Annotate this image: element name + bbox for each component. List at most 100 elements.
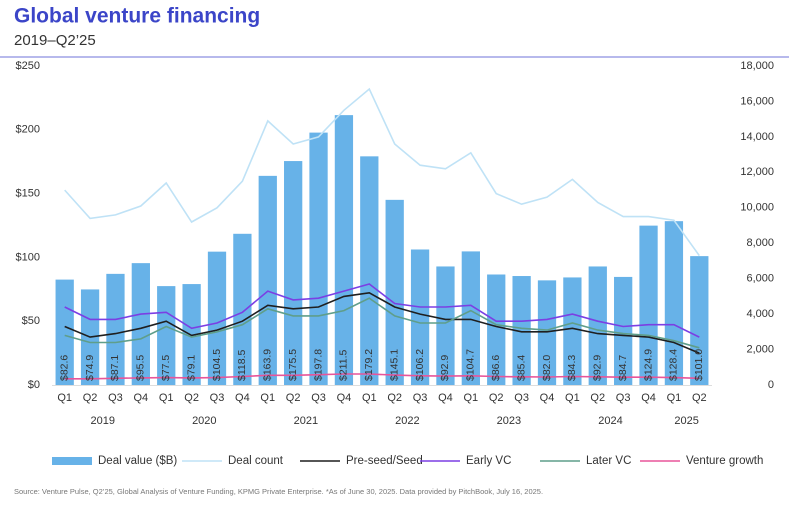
legend-label: Later VC xyxy=(586,455,631,467)
x-tick-label: Q2 xyxy=(489,392,504,404)
year-label: 2019 xyxy=(91,415,115,427)
bar-value-label: $175.5 xyxy=(287,349,299,381)
x-tick-label: Q4 xyxy=(134,392,149,404)
y-tick-label: $200 xyxy=(16,124,40,136)
bar xyxy=(690,256,709,385)
bar-value-label: $74.9 xyxy=(84,355,96,381)
x-tick-label: Q3 xyxy=(616,392,631,404)
bar-value-label: $163.9 xyxy=(262,349,274,381)
x-tick-label: Q2 xyxy=(590,392,605,404)
bar xyxy=(487,274,506,385)
bar xyxy=(207,251,227,385)
x-tick-label: Q2 xyxy=(387,392,402,404)
bar-value-label: $118.5 xyxy=(236,350,248,381)
x-tick-label: Q1 xyxy=(260,392,275,404)
bar xyxy=(284,161,303,385)
chart-title: Global venture financing xyxy=(14,5,260,28)
bar-value-label: $104.5 xyxy=(211,349,223,381)
y-tick-label: $250 xyxy=(16,60,40,72)
bar xyxy=(639,225,658,385)
bar xyxy=(410,249,430,385)
y2-tick-label: 8,000 xyxy=(746,237,774,249)
y-tick-label: $0 xyxy=(28,379,40,391)
x-tick-label: Q1 xyxy=(57,392,72,404)
bar-value-label: $92.9 xyxy=(439,355,451,381)
x-tick-label: Q2 xyxy=(692,392,707,404)
x-tick-label: Q4 xyxy=(540,392,555,404)
y-tick-label: $50 xyxy=(22,315,40,327)
bar xyxy=(588,266,607,385)
bar xyxy=(157,286,176,385)
bar-value-label: $106.2 xyxy=(414,349,426,381)
bar-value-label: $85.4 xyxy=(515,355,527,381)
bar xyxy=(385,199,404,385)
line-series xyxy=(64,297,700,349)
x-tick-label: Q3 xyxy=(210,392,225,404)
chart-subtitle: 2019–Q2’25 xyxy=(14,32,96,49)
year-label: 2022 xyxy=(395,415,419,427)
y2-tick-label: 14,000 xyxy=(740,131,774,143)
bar-value-label: $101.0 xyxy=(693,349,705,381)
x-tick-label: Q1 xyxy=(667,392,682,404)
bar xyxy=(233,233,252,385)
year-label: 2025 xyxy=(674,415,698,427)
line-series xyxy=(64,373,700,380)
year-label: 2024 xyxy=(598,415,622,427)
year-label: 2023 xyxy=(497,415,521,427)
bar-value-label: $179.2 xyxy=(363,349,375,381)
bar-value-label: $87.1 xyxy=(109,355,121,381)
bar-value-label: $84.7 xyxy=(617,355,629,381)
bar-value-label: $211.5 xyxy=(338,350,350,381)
x-tick-label: Q2 xyxy=(83,392,98,404)
bar xyxy=(563,277,582,385)
y2-tick-label: 12,000 xyxy=(740,166,774,178)
bar xyxy=(55,279,74,385)
bar xyxy=(258,175,277,385)
legend-label: Pre-seed/Seed xyxy=(346,455,423,467)
x-tick-label: Q1 xyxy=(464,392,479,404)
x-tick-label: Q4 xyxy=(438,392,453,404)
bar xyxy=(436,266,455,385)
bar xyxy=(334,115,354,385)
bar xyxy=(512,276,531,385)
bar xyxy=(537,280,557,385)
bar-value-label: $92.9 xyxy=(592,355,604,381)
y2-tick-label: 18,000 xyxy=(740,60,774,72)
bar xyxy=(309,132,328,385)
line-series xyxy=(64,87,700,257)
y2-tick-label: 16,000 xyxy=(740,95,774,107)
x-tick-label: Q1 xyxy=(362,392,377,404)
year-label: 2020 xyxy=(192,415,216,427)
x-tick-label: Q3 xyxy=(413,392,428,404)
bar xyxy=(461,251,480,385)
bar-value-label: $197.8 xyxy=(312,349,324,381)
legend-label: Deal count xyxy=(228,455,284,467)
bar-value-label: $124.9 xyxy=(642,349,654,381)
legend-label: Early VC xyxy=(466,455,511,467)
bar-value-label: $77.5 xyxy=(160,355,172,381)
y2-tick-label: 6,000 xyxy=(746,273,774,285)
y2-tick-label: 4,000 xyxy=(746,308,774,320)
legend-label: Venture growth xyxy=(686,455,763,467)
x-tick-label: Q2 xyxy=(184,392,199,404)
bar-value-label: $95.5 xyxy=(135,355,147,381)
legend-swatch xyxy=(52,457,92,465)
line-series xyxy=(64,283,700,338)
line-series xyxy=(64,291,700,354)
x-tick-label: Q1 xyxy=(565,392,580,404)
legend-label: Deal value ($B) xyxy=(98,455,177,467)
bar xyxy=(131,263,150,385)
x-tick-label: Q3 xyxy=(108,392,123,404)
x-tick-label: Q4 xyxy=(337,392,352,404)
x-tick-label: Q3 xyxy=(514,392,529,404)
bar xyxy=(106,273,125,385)
source-note: Source: Venture Pulse, Q2’25, Global Ana… xyxy=(14,487,543,496)
x-tick-label: Q4 xyxy=(641,392,656,404)
bar xyxy=(614,276,633,385)
bar-value-label: $82.6 xyxy=(58,355,70,381)
bar-value-label: $82.0 xyxy=(541,355,553,381)
bar-value-label: $145.1 xyxy=(388,349,400,381)
y2-tick-label: 2,000 xyxy=(746,343,774,355)
bar-value-label: $86.6 xyxy=(490,355,502,381)
